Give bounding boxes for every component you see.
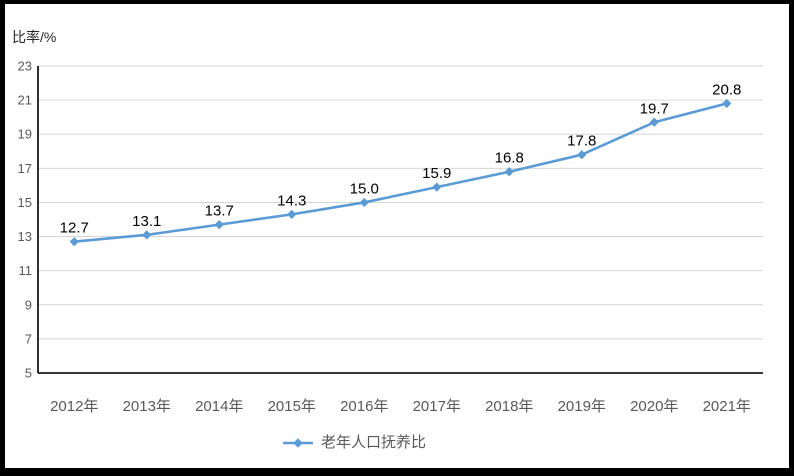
y-tick-label: 13 <box>18 229 32 244</box>
x-category-label: 2020年 <box>630 398 678 415</box>
x-category-label: 2013年 <box>123 398 171 415</box>
legend: 老年人口抚养比 <box>283 435 426 451</box>
data-point-marker <box>142 230 152 240</box>
data-label: 17.8 <box>567 133 596 150</box>
data-label: 16.8 <box>495 150 524 167</box>
x-category-label: 2012年 <box>50 398 98 415</box>
y-tick-label: 15 <box>18 195 32 210</box>
y-tick-label: 9 <box>25 297 32 312</box>
legend-line-marker-icon <box>283 438 313 448</box>
data-point-marker <box>214 220 224 230</box>
y-tick-label: 23 <box>18 59 32 74</box>
data-point-marker <box>577 150 587 160</box>
y-tick-label: 17 <box>18 161 32 176</box>
legend-series-label: 老年人口抚养比 <box>321 434 427 451</box>
series-line <box>72 102 729 243</box>
x-category-label: 2015年 <box>268 398 316 415</box>
x-category-label: 2016年 <box>340 398 388 415</box>
x-category-label: 2021年 <box>703 398 751 415</box>
data-point-marker <box>649 117 659 127</box>
data-label: 15.0 <box>350 180 379 197</box>
data-label: 14.3 <box>277 192 306 209</box>
x-category-label: 2014年 <box>195 398 243 415</box>
data-point-marker <box>432 182 442 192</box>
data-label: 13.1 <box>132 213 161 230</box>
x-category-label: 2018年 <box>485 398 533 415</box>
data-point-marker <box>504 167 514 177</box>
data-label: 20.8 <box>712 82 741 99</box>
data-point-marker <box>287 209 297 219</box>
y-tick-label: 19 <box>18 127 32 142</box>
y-tick-label: 11 <box>19 263 33 278</box>
x-category-label: 2017年 <box>413 398 461 415</box>
data-point-marker <box>359 197 369 208</box>
y-axis-title: 比率/% <box>12 29 57 45</box>
data-label: 12.7 <box>60 220 89 237</box>
y-tick-label: 21 <box>18 93 32 108</box>
data-point-marker <box>722 98 732 109</box>
data-label: 15.9 <box>422 165 451 182</box>
data-label: 13.7 <box>205 203 234 220</box>
data-point-marker <box>69 237 79 247</box>
y-tick-label: 7 <box>25 331 32 346</box>
y-tick-label: 5 <box>25 366 32 381</box>
x-category-label: 2019年 <box>558 398 606 415</box>
data-label: 19.7 <box>640 100 669 117</box>
